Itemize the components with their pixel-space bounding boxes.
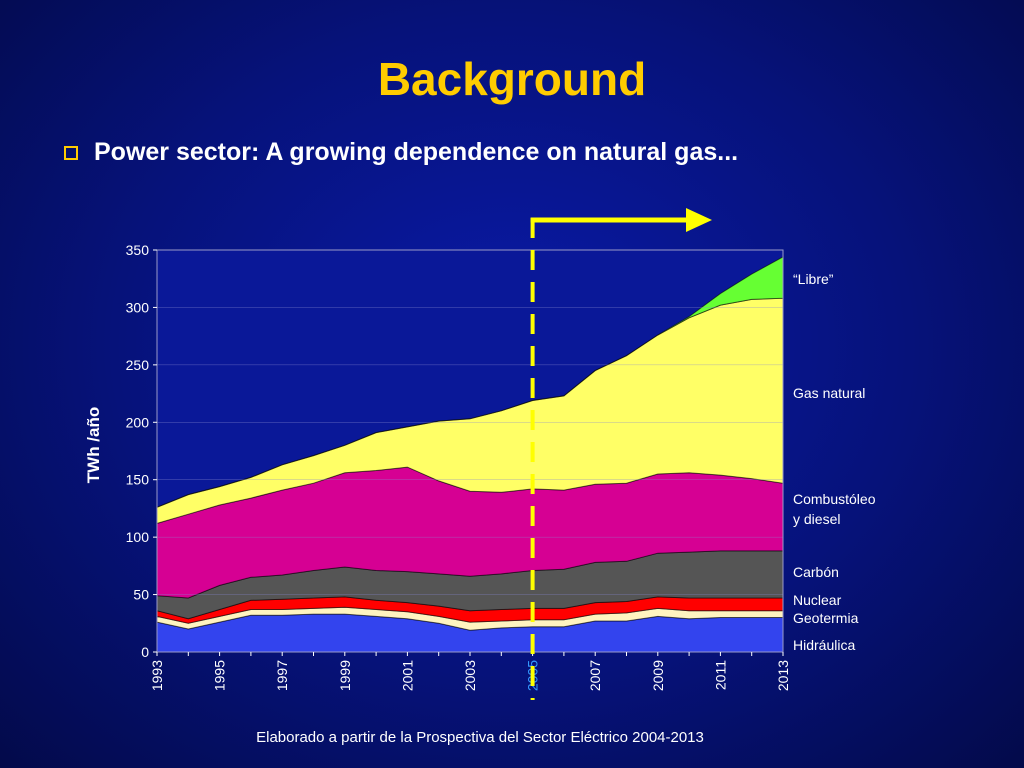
checkbox-bullet-icon <box>64 145 78 160</box>
y-tick-label: 0 <box>141 644 149 660</box>
arrow-right-icon <box>686 208 712 232</box>
source-footnote: Elaborado a partir de la Prospectiva del… <box>256 729 704 746</box>
legend-label-diesel: y diesel <box>793 511 841 527</box>
y-tick-label: 250 <box>126 357 150 373</box>
y-tick-label: 150 <box>126 472 150 488</box>
grid-layer <box>157 307 783 595</box>
x-tick-label: 2001 <box>399 660 415 691</box>
x-tick-label: 2003 <box>462 660 478 691</box>
x-tick-label: 2007 <box>587 660 603 691</box>
marker-layer <box>530 208 712 700</box>
y-tick-label: 350 <box>126 242 150 258</box>
x-tick-label: 2011 <box>712 660 728 690</box>
area-layer <box>156 250 784 653</box>
bullet-text: Power sector: A growing dependence on na… <box>94 138 739 166</box>
y-tick-label: 300 <box>126 299 150 315</box>
y-tick-label: 50 <box>133 587 149 603</box>
legend-label-hidraulica: Hidráulica <box>793 637 856 653</box>
y-tick-layer: 0 50 100 150 200 250 300 350 <box>126 242 157 660</box>
slide-title: Background <box>377 53 647 105</box>
legend-label-carbon: Carbón <box>793 564 839 580</box>
legend-label-gas-natural: Gas natural <box>793 385 866 401</box>
x-tick-label: 1997 <box>274 660 290 691</box>
y-axis-label: TWh /año <box>84 407 103 483</box>
x-tick-label: 1995 <box>212 660 228 691</box>
legend-label-combustoleo: Combustóleo <box>793 491 876 507</box>
legend-label-nuclear: Nuclear <box>793 592 842 608</box>
x-tick-label: 1999 <box>337 660 353 691</box>
y-tick-label: 100 <box>126 529 150 545</box>
x-tick-layer: 1993199519971999200120032005200720092011… <box>149 652 791 691</box>
x-tick-label: 2009 <box>650 660 666 691</box>
x-tick-label: 1993 <box>149 660 165 691</box>
y-tick-label: 200 <box>126 414 150 430</box>
bullet-row: Power sector: A growing dependence on na… <box>64 138 738 167</box>
x-tick-label: 2013 <box>775 660 791 691</box>
legend-label-geotermia: Geotermia <box>793 610 859 626</box>
legend-label-libre: “Libre” <box>793 271 834 287</box>
